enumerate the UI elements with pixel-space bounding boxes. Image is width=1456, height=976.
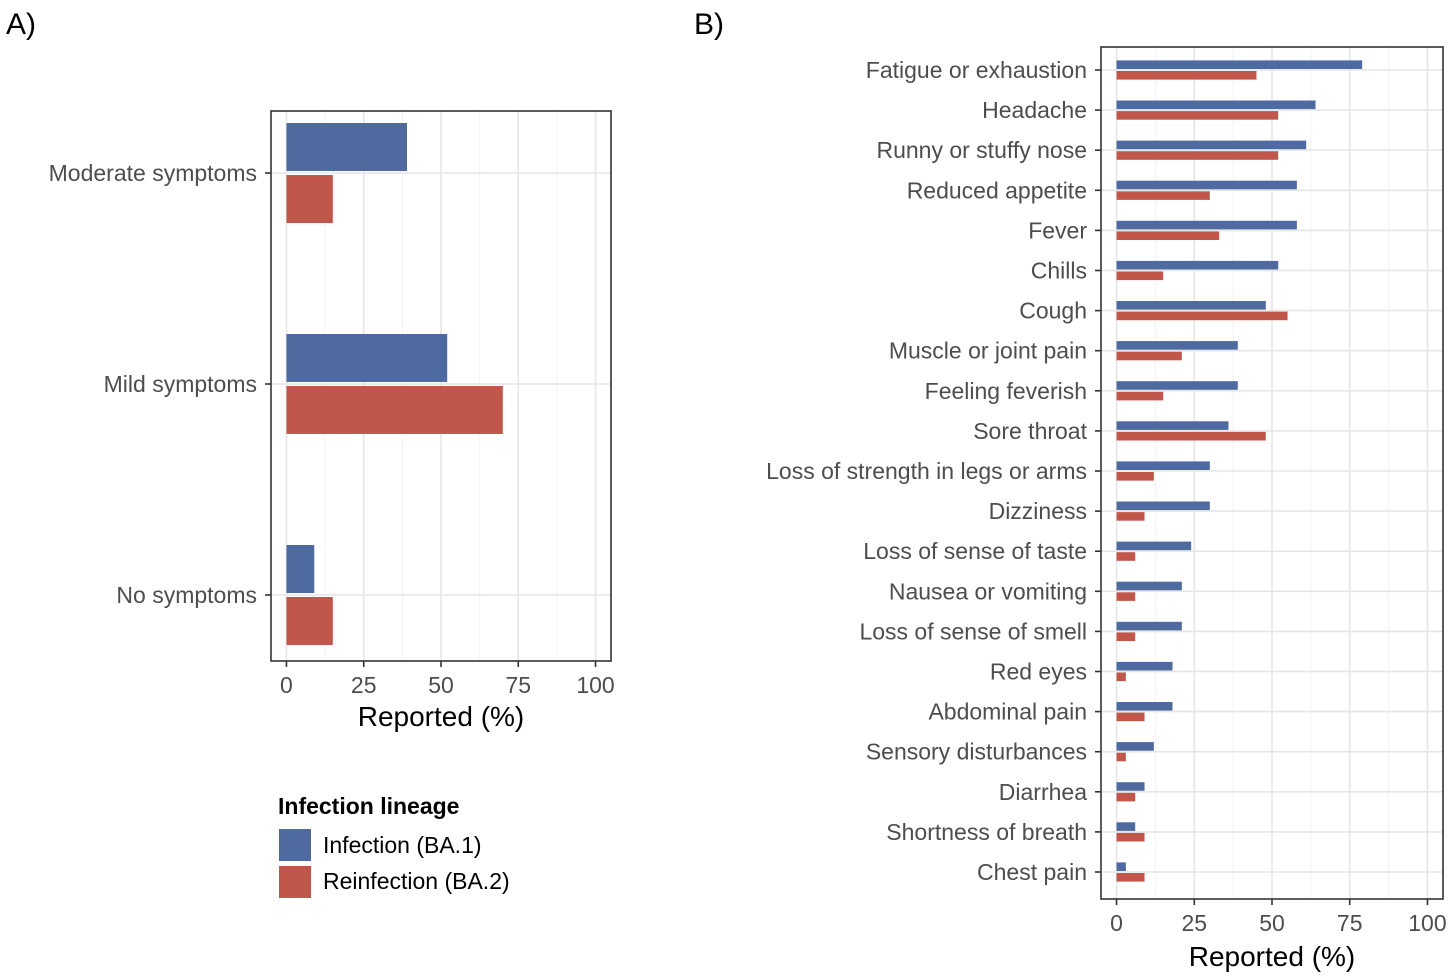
bar-reinfection-sensory-disturbances (1116, 752, 1126, 762)
category-label-sore-throat: Sore throat (973, 418, 1087, 444)
x-axis-title: Reported (%) (1189, 941, 1356, 972)
panel-a: A) Moderate symptoms Mild symptoms No sympt… (6, 8, 615, 732)
category-label-chills: Chills (1031, 258, 1087, 284)
x-tick-label: 100 (1408, 910, 1446, 936)
category-label-fever: Fever (1028, 217, 1087, 243)
bar-reinfection-feeling-feverish (1116, 391, 1164, 401)
bar-infection-feeling-feverish (1116, 381, 1238, 390)
bar-infection-muscle-or-joint-pain (1116, 341, 1238, 350)
bar-infection-reduced-appetite (1116, 180, 1297, 190)
bar-infection-chest-pain (1116, 862, 1126, 871)
bar-reinfection-abdominal-pain (1116, 712, 1145, 722)
category-label-red-eyes: Red eyes (990, 659, 1087, 685)
panel-label: A) (6, 8, 36, 41)
legend-swatch-reinfection (279, 866, 311, 898)
bar-infection-red-eyes (1116, 661, 1173, 671)
bar-infection-sensory-disturbances (1116, 742, 1154, 751)
x-tick-label: 100 (576, 672, 614, 698)
bar-reinfection-reduced-appetite (1116, 191, 1210, 200)
category-label-feeling-feverish: Feeling feverish (925, 378, 1087, 404)
bar-infection-shortness-of-breath (1116, 822, 1136, 831)
panel-b: B) Fatigue or exhaustion Headache Runny or … (694, 8, 1447, 972)
category-label-nausea-or-vomiting: Nausea or vomiting (889, 578, 1087, 604)
bar-infection-fatigue-or-exhaustion (1116, 60, 1363, 69)
bar-reinfection-loss-of-sense-of-smell (1116, 632, 1136, 641)
category-label-muscle-or-joint-pain: Muscle or joint pain (889, 338, 1087, 364)
bar-reinfection-shortness-of-breath (1116, 832, 1145, 842)
bar-reinfection-chills (1116, 271, 1164, 281)
category-label-diarrhea: Diarrhea (999, 779, 1087, 805)
bar-reinfection-dizziness (1116, 512, 1145, 521)
category-label-loss-of-sense-of-taste: Loss of sense of taste (863, 538, 1087, 564)
bar-infection-headache (1116, 100, 1316, 110)
bar-infection-runny-or-stuffy-nose (1116, 140, 1307, 150)
bar-reinfection-headache (1116, 111, 1279, 120)
bar-reinfection-diarrhea (1116, 792, 1136, 802)
category-label-fatigue-or-exhaustion: Fatigue or exhaustion (866, 57, 1087, 83)
legend-title: Infection lineage (278, 793, 459, 819)
bar-infection-moderate-symptoms (286, 123, 407, 171)
category-label-abdominal-pain: Abdominal pain (928, 699, 1087, 725)
bar-infection-diarrhea (1116, 782, 1145, 791)
x-tick-label: 50 (1259, 910, 1285, 936)
bar-reinfection-red-eyes (1116, 672, 1126, 682)
category-label-chest-pain: Chest pain (977, 859, 1087, 885)
bar-reinfection-sore-throat (1116, 431, 1266, 441)
category-label-reduced-appetite: Reduced appetite (907, 177, 1087, 203)
category-label-cough: Cough (1019, 298, 1087, 324)
bar-reinfection-fever (1116, 231, 1220, 240)
bar-reinfection-mild-symptoms (286, 386, 503, 434)
bar-infection-no-symptoms (286, 545, 315, 593)
bar-reinfection-loss-of-sense-of-taste (1116, 552, 1136, 561)
bar-infection-nausea-or-vomiting (1116, 581, 1182, 591)
category-label-moderate-symptoms: Moderate symptoms (49, 160, 257, 186)
category-label-shortness-of-breath: Shortness of breath (886, 819, 1087, 845)
category-label-runny-or-stuffy-nose: Runny or stuffy nose (876, 137, 1087, 163)
bar-infection-loss-of-sense-of-taste (1116, 541, 1192, 551)
bar-reinfection-muscle-or-joint-pain (1116, 351, 1182, 361)
bar-infection-sore-throat (1116, 421, 1229, 430)
bar-infection-chills (1116, 260, 1279, 270)
bar-reinfection-runny-or-stuffy-nose (1116, 151, 1279, 160)
category-label-mild-symptoms: Mild symptoms (104, 371, 257, 397)
panel-label: B) (694, 8, 724, 41)
bar-infection-loss-of-sense-of-smell (1116, 621, 1182, 631)
bar-reinfection-fatigue-or-exhaustion (1116, 71, 1257, 80)
x-tick-label: 75 (505, 672, 531, 698)
x-tick-label: 50 (428, 672, 454, 698)
bar-reinfection-chest-pain (1116, 873, 1145, 882)
bar-infection-cough (1116, 301, 1266, 310)
bar-infection-mild-symptoms (286, 334, 448, 382)
x-tick-label: 0 (280, 672, 293, 698)
legend: Infection lineage Infection (BA.1) Reinf… (278, 793, 510, 898)
category-label-no-symptoms: No symptoms (116, 582, 257, 608)
bar-reinfection-cough (1116, 311, 1288, 321)
category-label-loss-of-strength-in-legs-or-arms: Loss of strength in legs or arms (766, 458, 1087, 484)
x-tick-label: 0 (1110, 910, 1123, 936)
category-label-headache: Headache (982, 97, 1087, 123)
legend-label-reinfection: Reinfection (BA.2) (323, 868, 510, 894)
x-tick-label: 25 (1181, 910, 1207, 936)
bar-reinfection-moderate-symptoms (286, 175, 333, 223)
bar-reinfection-nausea-or-vomiting (1116, 592, 1136, 601)
bar-infection-dizziness (1116, 501, 1210, 511)
legend-label-infection: Infection (BA.1) (323, 832, 482, 858)
bar-reinfection-loss-of-strength-in-legs-or-arms (1116, 472, 1154, 481)
bar-infection-loss-of-strength-in-legs-or-arms (1116, 461, 1210, 470)
bar-infection-abdominal-pain (1116, 702, 1173, 711)
bar-infection-fever (1116, 220, 1297, 230)
x-tick-label: 25 (351, 672, 377, 698)
x-tick-label: 75 (1337, 910, 1363, 936)
category-label-sensory-disturbances: Sensory disturbances (866, 739, 1087, 765)
category-label-loss-of-sense-of-smell: Loss of sense of smell (859, 618, 1087, 644)
category-label-dizziness: Dizziness (989, 498, 1087, 524)
bar-reinfection-no-symptoms (286, 597, 333, 645)
x-axis-title: Reported (%) (358, 701, 525, 732)
legend-swatch-infection (279, 829, 311, 861)
